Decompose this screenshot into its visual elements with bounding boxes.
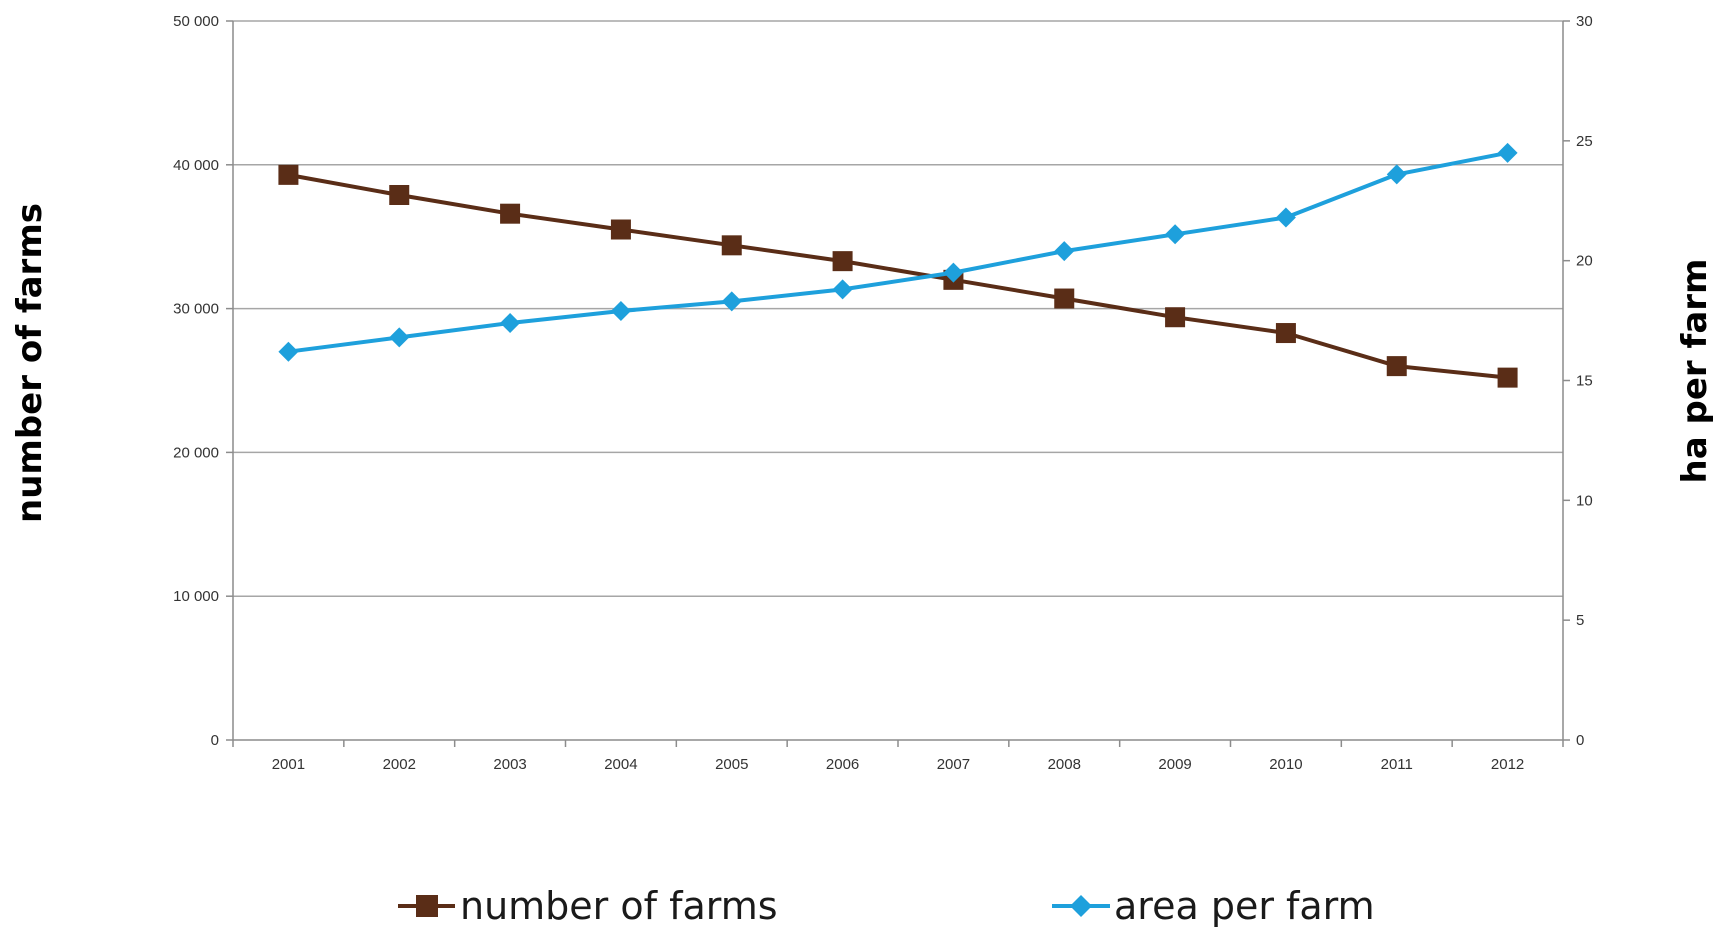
data-point-diamond xyxy=(1054,241,1075,262)
data-point-square xyxy=(500,203,521,224)
data-point-square xyxy=(1275,323,1296,344)
y-left-tick-label: 50 000 xyxy=(173,13,219,30)
x-tick-label: 2005 xyxy=(715,756,748,773)
gridlines xyxy=(233,20,1563,597)
data-point-diamond xyxy=(1165,224,1186,245)
legend-marker-square xyxy=(416,895,438,917)
legend-marker-diamond xyxy=(1070,895,1092,917)
series xyxy=(278,142,1518,388)
tick-labels: 0 10 000 20 000 30 000 40 000 50 000 0 5 10 15 20 2… xyxy=(173,13,1593,773)
data-point-diamond xyxy=(832,279,853,300)
data-point-square xyxy=(610,219,631,240)
data-point-diamond xyxy=(1497,142,1518,163)
y-left-tick-label: 20 000 xyxy=(173,444,219,461)
y-right-tick-label: 15 xyxy=(1576,373,1593,390)
data-point-diamond xyxy=(500,312,521,333)
x-tick-label: 2003 xyxy=(493,756,526,773)
data-point-square xyxy=(1386,356,1407,377)
x-tick-label: 2006 xyxy=(826,756,859,773)
y-left-tick-label: 0 xyxy=(211,732,219,749)
legend: number of farms area per farm xyxy=(398,884,1375,928)
data-point-diamond xyxy=(1275,207,1296,228)
x-tick-label: 2011 xyxy=(1381,756,1413,773)
y-left-tick-label: 40 000 xyxy=(173,157,219,174)
x-tick-label: 2001 xyxy=(272,756,305,773)
x-tick-label: 2008 xyxy=(1048,756,1081,773)
y-axis-left-title: number of farms xyxy=(10,203,50,523)
data-point-square xyxy=(1054,288,1075,309)
legend-label-number-of-farms: number of farms xyxy=(460,884,778,928)
x-tick-label: 2007 xyxy=(937,756,970,773)
x-tick-label: 2002 xyxy=(383,756,416,773)
x-tick-label: 2009 xyxy=(1158,756,1191,773)
data-point-diamond xyxy=(610,300,631,321)
x-tick-label: 2012 xyxy=(1491,756,1524,773)
legend-label-area-per-farm: area per farm xyxy=(1114,884,1375,928)
data-point-diamond xyxy=(278,341,299,362)
data-point-square xyxy=(389,184,410,205)
y-right-tick-label: 20 xyxy=(1576,253,1593,270)
data-point-diamond xyxy=(721,291,742,312)
y-left-tick-label: 30 000 xyxy=(173,301,219,318)
y-left-tick-label: 10 000 xyxy=(173,588,219,605)
data-point-diamond xyxy=(943,262,964,283)
x-tick-label: 2010 xyxy=(1269,756,1302,773)
data-point-square xyxy=(1497,367,1518,388)
series-line-area-per-farm xyxy=(288,150,1508,354)
data-point-diamond xyxy=(389,327,410,348)
y-right-tick-label: 30 xyxy=(1576,13,1593,30)
x-tick-label: 2004 xyxy=(604,756,637,773)
data-point-square xyxy=(1165,307,1186,328)
axes xyxy=(226,20,1570,747)
y-axis-right-title: ha per farm xyxy=(1675,259,1715,484)
legend-item-number-of-farms: number of farms xyxy=(398,884,778,928)
y-right-tick-label: 25 xyxy=(1576,133,1593,150)
data-point-square xyxy=(278,164,299,185)
series-line-number-of-farms xyxy=(288,172,1508,380)
data-point-square xyxy=(721,235,742,256)
data-point-diamond xyxy=(1386,164,1407,185)
y-right-tick-label: 10 xyxy=(1576,492,1593,509)
y-right-tick-label: 0 xyxy=(1576,732,1584,749)
legend-item-area-per-farm: area per farm xyxy=(1052,884,1375,928)
data-point-square xyxy=(832,251,853,272)
y-right-tick-label: 5 xyxy=(1576,612,1584,629)
